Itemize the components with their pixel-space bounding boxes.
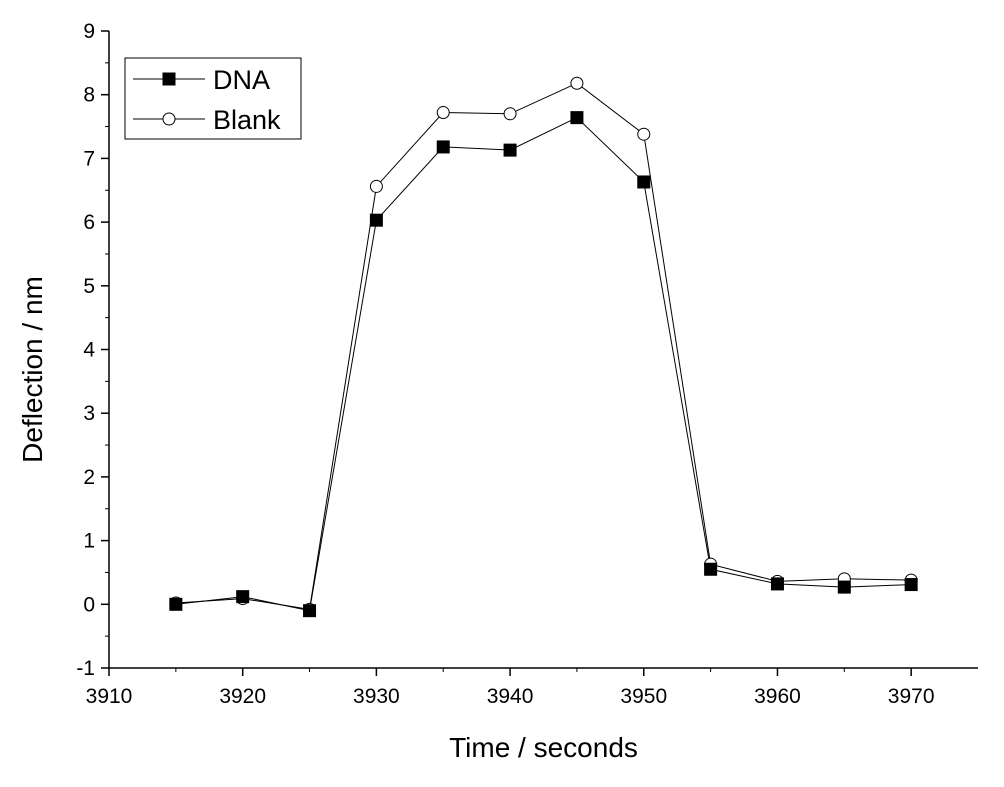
data-point-blank — [503, 107, 517, 121]
series-layer — [169, 76, 918, 618]
y-tick-label: 6 — [83, 211, 95, 234]
legend-marker-blank — [162, 112, 176, 126]
tick-labels: -1 0 1 2 3 4 5 6 7 8 9 3910 3920 3930 3940 3950 3960 3970 — [76, 20, 934, 708]
x-tick-label: 3910 — [86, 685, 133, 708]
y-tick-label: 2 — [83, 466, 95, 489]
series-line-dna — [175, 116, 912, 612]
x-tick-label: 3930 — [353, 685, 400, 708]
x-tick-label: 3960 — [754, 685, 801, 708]
y-tick-label: 5 — [83, 275, 95, 298]
data-point-dna — [436, 140, 450, 154]
legend: DNA Blank — [124, 57, 302, 140]
data-point-dna — [369, 213, 383, 227]
data-point-dna — [770, 577, 784, 591]
x-axis-title: Time / seconds — [449, 732, 638, 763]
data-point-dna — [904, 578, 918, 592]
legend-box — [124, 57, 302, 140]
series-line-blank — [175, 82, 912, 610]
tick-marks — [101, 30, 912, 676]
legend-marker-symbol — [162, 72, 176, 86]
data-point-dna — [169, 597, 183, 611]
y-tick-label: 0 — [83, 593, 95, 616]
x-tick-label: 3970 — [888, 685, 935, 708]
y-axis-title: Deflection / nm — [17, 276, 48, 463]
data-point-dna — [704, 562, 718, 576]
data-point-dna — [570, 111, 584, 125]
data-point-dna — [236, 590, 250, 604]
data-point-dna — [837, 580, 851, 594]
data-point-dna — [637, 175, 651, 189]
y-tick-label: -1 — [76, 657, 95, 680]
x-tick-label: 3920 — [219, 685, 266, 708]
data-point-blank — [570, 76, 584, 90]
y-tick-label: 9 — [83, 20, 95, 43]
legend-label-dna: DNA — [213, 65, 270, 95]
y-tick-label: 4 — [83, 339, 95, 362]
data-point-dna — [503, 143, 517, 157]
data-point-dna — [303, 604, 317, 618]
data-point-blank — [637, 127, 651, 141]
y-tick-label: 1 — [83, 530, 95, 553]
y-tick-label: 3 — [83, 402, 95, 425]
y-tick-label: 8 — [83, 84, 95, 107]
legend-label-blank: Blank — [213, 105, 281, 135]
y-tick-label: 7 — [83, 147, 95, 170]
data-point-blank — [369, 179, 383, 193]
legend-marker-dna — [162, 72, 176, 86]
x-tick-label: 3940 — [487, 685, 534, 708]
data-point-blank — [436, 106, 450, 120]
x-tick-label: 3950 — [620, 685, 667, 708]
legend-marker-symbol — [162, 112, 176, 126]
